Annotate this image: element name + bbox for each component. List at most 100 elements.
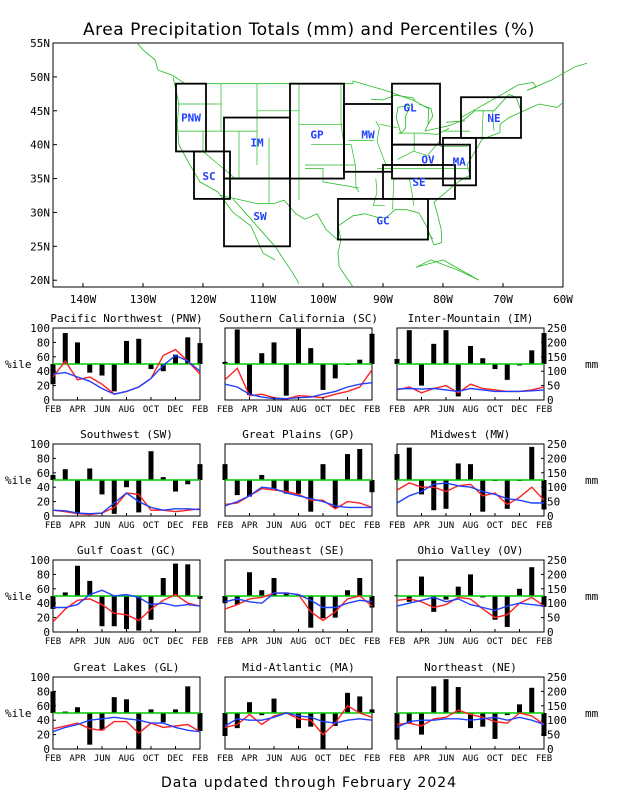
coastline-3 bbox=[337, 239, 354, 288]
region-label-gl: GL bbox=[403, 101, 417, 114]
percentile-bar bbox=[87, 580, 93, 596]
percentile-bar bbox=[492, 713, 498, 739]
coastline-10 bbox=[418, 103, 434, 125]
y2-axis-label: mm bbox=[585, 474, 599, 487]
x-tick-label: APR bbox=[241, 521, 258, 531]
x-tick-label: DEC bbox=[339, 637, 355, 647]
percentile-bar bbox=[75, 342, 80, 364]
percentile-bar bbox=[124, 340, 129, 364]
x-tick-label: JUN bbox=[438, 521, 454, 531]
percentile-bar bbox=[197, 343, 203, 364]
percentile-bar bbox=[50, 691, 56, 713]
percentile-bar bbox=[75, 480, 80, 514]
percentile-bar bbox=[222, 361, 228, 364]
percentile-bar bbox=[247, 364, 252, 395]
percentile-bar bbox=[185, 480, 191, 485]
x-tick-label: AUG bbox=[290, 521, 306, 531]
percentile-bar bbox=[455, 463, 461, 480]
percentile-bar bbox=[50, 596, 56, 609]
observed-precip-line bbox=[396, 482, 545, 506]
y-tick-label: 60 bbox=[37, 351, 50, 364]
x-tick-label: JUN bbox=[94, 521, 110, 531]
percentile-bar bbox=[406, 447, 412, 480]
percentile-bar bbox=[406, 330, 412, 364]
y-tick-label: 40 bbox=[37, 481, 50, 494]
y2-tick-label: 150 bbox=[547, 351, 567, 364]
x-tick-label: AUG bbox=[118, 521, 134, 531]
percentile-bar bbox=[431, 480, 437, 511]
region-label-sc: SC bbox=[202, 170, 215, 183]
state-border-29 bbox=[397, 150, 415, 160]
x-tick-label: AUG bbox=[462, 521, 478, 531]
y-tick-label: 40 bbox=[37, 597, 50, 610]
lat-tick-label: 20N bbox=[30, 274, 50, 287]
state-border-21 bbox=[375, 120, 387, 166]
percentile-bar bbox=[173, 480, 178, 492]
coastline-9 bbox=[445, 120, 466, 123]
x-tick-label: JUN bbox=[266, 754, 282, 764]
percentile-bar bbox=[259, 713, 265, 716]
y-tick-label: 0 bbox=[43, 394, 50, 407]
x-tick-label: OCT bbox=[487, 637, 504, 647]
x-tick-label: JUN bbox=[438, 637, 454, 647]
lat-tick-label: 30N bbox=[30, 206, 50, 219]
percentile-bar bbox=[357, 359, 363, 364]
percentile-bar bbox=[62, 592, 68, 596]
percentile-bar bbox=[296, 480, 301, 494]
percentile-bar bbox=[369, 709, 375, 713]
percentile-bar bbox=[75, 707, 80, 713]
coastline-2 bbox=[337, 102, 564, 246]
percentile-bar bbox=[259, 474, 265, 480]
panel-title: Great Lakes (GL) bbox=[74, 661, 180, 674]
region-box-ov bbox=[391, 143, 471, 180]
percentile-bar bbox=[332, 713, 338, 726]
y2-axis-label: mm bbox=[585, 590, 599, 603]
percentile-bar bbox=[529, 567, 535, 596]
y2-tick-label: 0 bbox=[547, 626, 554, 639]
percentile-bar bbox=[320, 364, 326, 390]
percentile-bar bbox=[296, 328, 301, 364]
region-label-ne: NE bbox=[487, 112, 500, 125]
x-tick-label: OCT bbox=[487, 521, 504, 531]
lat-tick-label: 55N bbox=[30, 37, 50, 50]
percentile-bar bbox=[271, 698, 277, 713]
chart-panel: Southern California (SC) FEB APR JUN AUG OCT D… bbox=[217, 312, 380, 415]
x-tick-label: FEB bbox=[389, 637, 405, 647]
y-tick-label: 20 bbox=[37, 729, 50, 742]
x-tick-label: FEB bbox=[217, 754, 233, 764]
observed-precip-line bbox=[396, 709, 545, 727]
lat-tick-label: 35N bbox=[30, 173, 50, 186]
x-tick-label: AUG bbox=[462, 637, 478, 647]
percentile-bar bbox=[136, 338, 142, 364]
panel-title: Great Plains (GP) bbox=[242, 428, 355, 441]
x-tick-label: JUN bbox=[266, 637, 282, 647]
state-border-26 bbox=[491, 110, 495, 132]
region-label-ov: OV bbox=[421, 154, 435, 167]
y-tick-label: 20 bbox=[37, 496, 50, 509]
x-tick-label: FEB bbox=[364, 754, 380, 764]
coastline-6 bbox=[395, 104, 411, 135]
percentile-bar bbox=[431, 343, 437, 364]
observed-precip-line bbox=[52, 720, 201, 735]
panel-title: Southwest (SW) bbox=[80, 428, 173, 441]
coastline-8 bbox=[421, 128, 450, 135]
percentile-bar bbox=[62, 469, 68, 480]
percentile-bar bbox=[111, 697, 117, 713]
x-tick-label: FEB bbox=[45, 637, 61, 647]
y-tick-label: 100 bbox=[30, 438, 50, 451]
y-tick-label: 0 bbox=[43, 510, 50, 523]
region-label-gp: GP bbox=[310, 129, 324, 142]
percentile-bar bbox=[517, 588, 522, 596]
y-tick-label: 80 bbox=[37, 336, 50, 349]
x-tick-label: OCT bbox=[315, 521, 332, 531]
x-tick-label: JUN bbox=[94, 754, 110, 764]
x-tick-label: JUN bbox=[94, 637, 110, 647]
x-tick-label: OCT bbox=[315, 754, 332, 764]
x-tick-label: FEB bbox=[192, 521, 208, 531]
x-tick-label: AUG bbox=[118, 405, 134, 415]
percentile-bar bbox=[234, 480, 240, 496]
x-tick-label: FEB bbox=[364, 405, 380, 415]
percentile-bar bbox=[247, 702, 252, 713]
lon-tick-label: 60W bbox=[553, 293, 573, 306]
percentile-bar bbox=[234, 596, 240, 605]
